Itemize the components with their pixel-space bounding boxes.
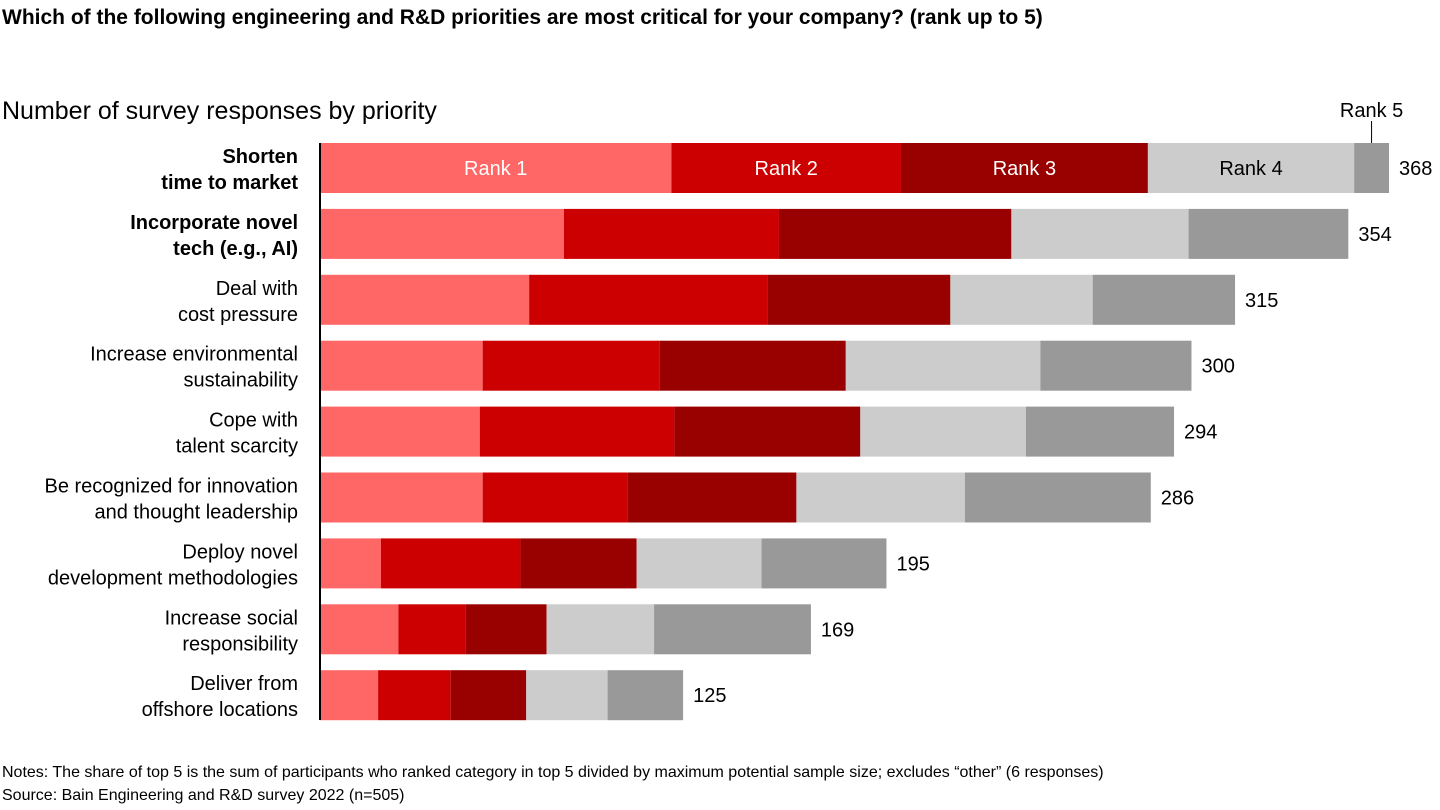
bar-segment-rank-3 [674,406,861,457]
bar-segment-rank-5 [761,538,887,589]
series-label: Rank 3 [993,158,1056,180]
chart-subtitle: Number of survey responses by priority [2,97,437,125]
bar-segment-rank-2 [482,472,628,523]
bar-segment-rank-2 [378,670,451,721]
category-label: Shorten [222,146,298,168]
chart-source: Source: Bain Engineering and R&D survey … [2,787,405,804]
bar-segment-rank-4 [796,472,965,523]
category-label: responsibility [182,633,298,655]
series-label: Rank 2 [755,158,818,180]
category-label: development methodologies [48,567,298,589]
bar-segment-rank-3 [778,208,1012,259]
chart-title: Which of the following engineering and R… [2,6,1043,29]
bar-segment-rank-2 [381,538,521,589]
bar-segment-rank-5 [607,670,684,721]
category-label: Be recognized for innovation [45,476,299,498]
category-label: Cope with [209,410,298,432]
category-label: Increase social [165,607,298,629]
category-label: cost pressure [178,304,298,326]
bar-segment-rank-1 [320,208,565,259]
category-label: Increase environmental [90,344,298,366]
total-label: 169 [821,619,854,641]
bar-segment-rank-1 [320,472,483,523]
bar-segment-rank-5 [1040,340,1192,391]
category-label: offshore locations [142,699,298,721]
bar-segment-rank-2 [479,406,675,457]
bar-segment-rank-4 [546,604,655,655]
bar-segment-rank-1 [320,538,382,589]
bar-segment-rank-1 [320,274,530,325]
series-label: Rank 1 [464,158,527,180]
bar-segment-rank-5 [654,604,811,655]
bar-segment-rank-1 [320,340,483,391]
category-label: talent scarcity [176,436,298,458]
category-label: Incorporate novel [130,212,298,234]
bar-segment-rank-5 [1092,274,1236,325]
bar-segment-rank-4 [636,538,762,589]
bar-segment-rank-4 [950,274,1093,325]
total-label: 195 [896,553,929,575]
bar-segment-rank-3 [659,340,846,391]
category-label: tech (e.g., AI) [173,238,298,260]
bar-segment-rank-2 [482,340,660,391]
category-label: Deploy novel [182,541,298,563]
category-label: Deal with [216,278,298,300]
bar-segment-rank-4 [526,670,608,721]
bar-segment-rank-5 [1354,143,1389,193]
bar-segment-rank-2 [564,208,779,259]
chart-notes: Notes: The share of top 5 is the sum of … [2,764,1104,781]
bar-segment-rank-4 [1147,143,1355,193]
stacked-bar-chart: Rank 1 Rank 2 Rank 3 Rank 4 Rank 5 368 Shorten… [45,100,1433,721]
bar-segment-rank-3 [767,274,951,325]
bar-segment-rank-5 [964,472,1151,523]
total-label: 125 [693,685,726,707]
bar-segment-rank-3 [627,472,797,523]
bar-segment-rank-5 [1025,406,1175,457]
bar-segment-rank-1 [320,604,399,655]
bar-segment-rank-1 [320,143,672,193]
category-label: Deliver from [190,673,298,695]
category-label: and thought leadership [95,502,299,524]
total-label: 368 [1399,158,1432,180]
series-label: Rank 5 [1340,100,1403,122]
bar-segment-rank-4 [1011,208,1189,259]
bar-segment-rank-4 [845,340,1041,391]
total-label: 315 [1245,290,1278,312]
category-label: time to market [161,172,298,194]
bar-segment-rank-2 [529,274,768,325]
total-label: 300 [1201,356,1234,378]
bar-segment-rank-4 [860,406,1026,457]
bar-segment-rank-1 [320,406,480,457]
bar-segment-rank-3 [450,670,527,721]
bar-segment-rank-2 [671,143,901,193]
category-label: sustainability [183,370,298,392]
bar-segment-rank-1 [320,670,379,721]
bar-segment-rank-3 [465,604,547,655]
bar-segment-rank-3 [900,143,1148,193]
total-label: 354 [1358,224,1391,246]
series-label: Rank 4 [1219,158,1282,180]
total-label: 294 [1184,422,1217,444]
total-label: 286 [1161,488,1194,510]
bar-segment-rank-5 [1188,208,1349,259]
bar-segment-rank-3 [520,538,637,589]
bar-segment-rank-2 [398,604,466,655]
